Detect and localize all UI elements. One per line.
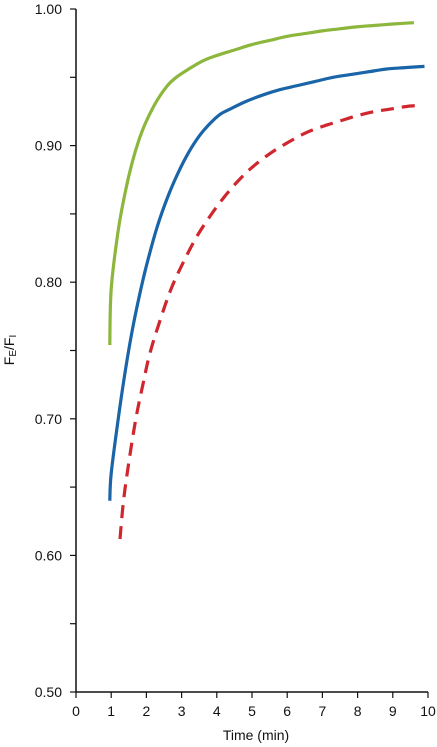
y-axis-ticks: 0.50 0.60 0.70 0.80 0.90 1.00	[35, 1, 76, 700]
x-tick-label: 1	[107, 703, 115, 719]
x-tick-label: 0	[72, 703, 80, 719]
x-tick-label: 3	[178, 703, 186, 719]
x-tick-label: 10	[420, 703, 436, 719]
y-axis-title-main: F	[1, 357, 17, 366]
x-tick-label: 4	[213, 703, 221, 719]
x-tick-label: 9	[389, 703, 397, 719]
y-axis-title-subscript-i: I	[8, 335, 19, 338]
y-tick-label: 1.00	[35, 1, 62, 17]
y-axis-title-slash: /F	[1, 338, 17, 350]
y-tick-label: 0.90	[35, 138, 62, 154]
series-line-green	[108, 21, 415, 346]
x-tick-label: 2	[143, 703, 151, 719]
x-tick-label: 6	[283, 703, 291, 719]
y-axis-title-subscript-e: E	[8, 350, 19, 357]
x-tick-label: 8	[354, 703, 362, 719]
x-axis-title: Time (min)	[223, 727, 289, 743]
y-tick-label: 0.80	[35, 274, 62, 290]
series-lines	[108, 21, 425, 540]
series-line-red-dashed	[118, 104, 421, 540]
x-axis-ticks: 0 1 2 3 4 5 6 7 8 9 10	[72, 692, 436, 719]
y-tick-label: 0.60	[35, 547, 62, 563]
y-axis-title: FE/FI	[1, 335, 19, 365]
y-tick-label: 0.70	[35, 411, 62, 427]
y-tick-label: 0.50	[35, 684, 62, 700]
series-line-blue	[108, 64, 425, 501]
x-tick-label: 5	[248, 703, 256, 719]
x-tick-label: 7	[319, 703, 327, 719]
